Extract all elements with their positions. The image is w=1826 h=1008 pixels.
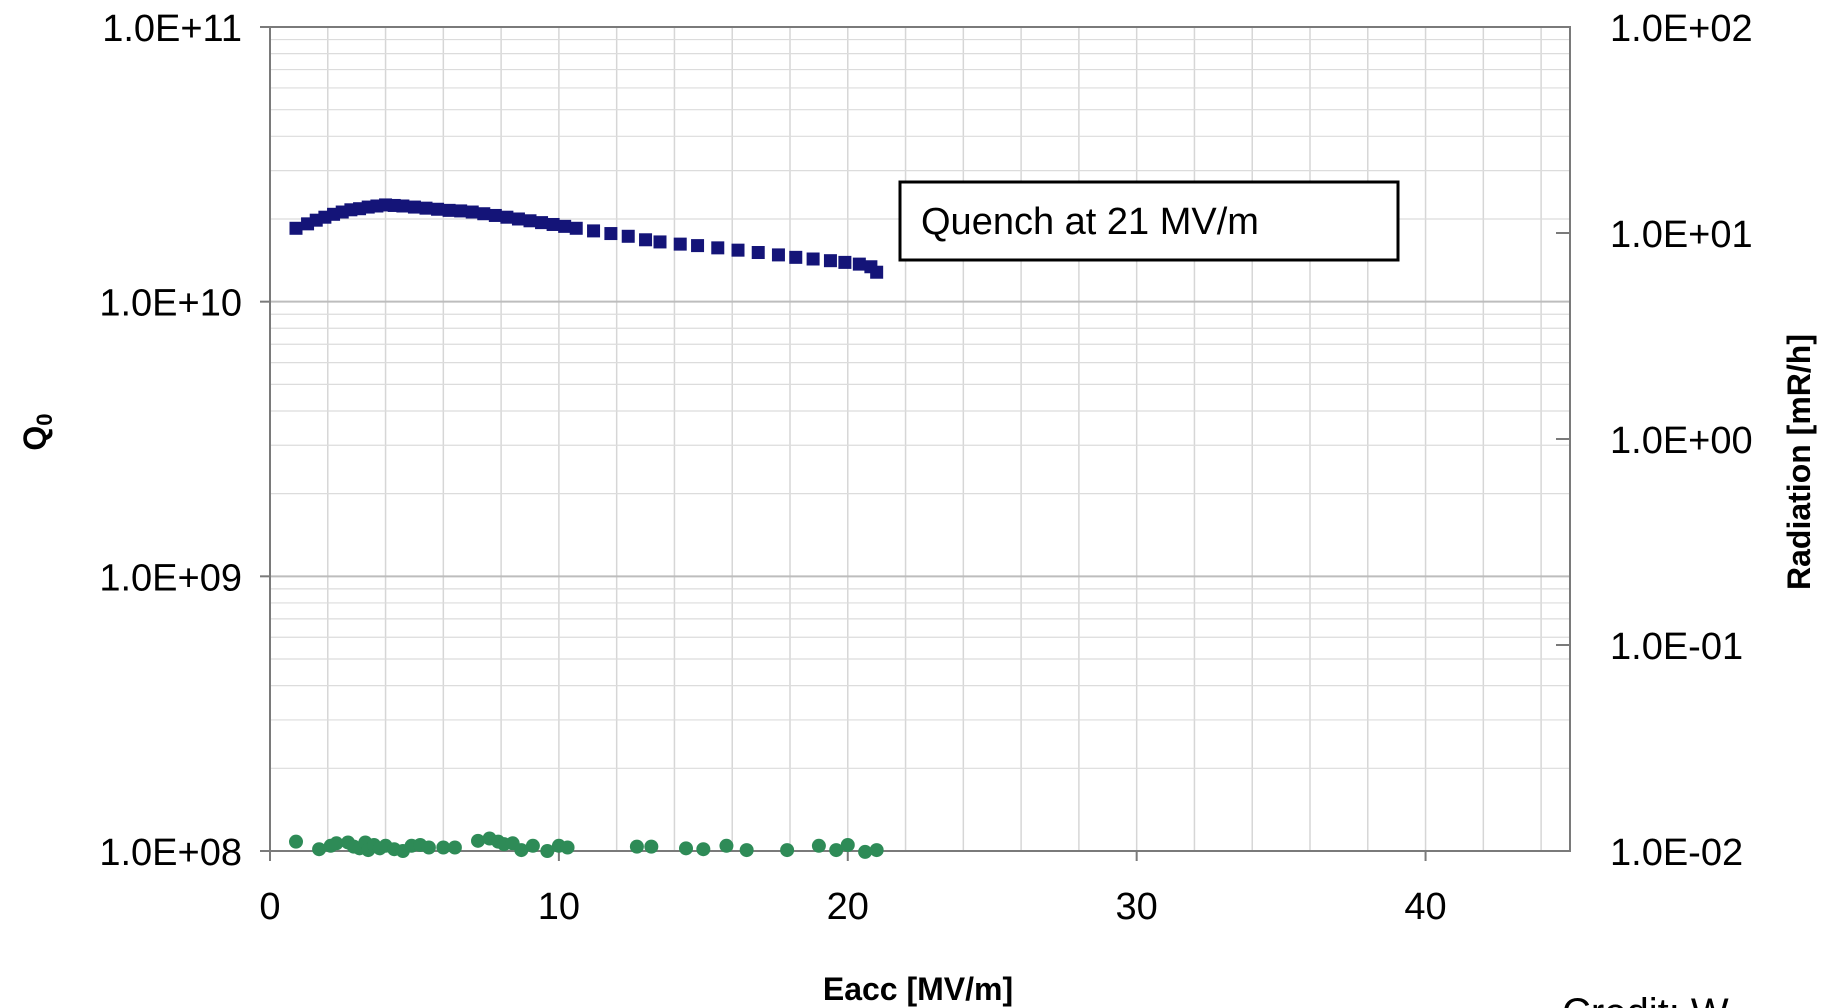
radiation-point <box>471 833 485 848</box>
q0-point <box>789 250 803 264</box>
q0-point <box>621 229 635 243</box>
x-tick-label: 30 <box>1116 886 1158 928</box>
q0-point <box>604 227 618 241</box>
q0-point <box>823 254 837 268</box>
axes <box>260 26 1571 861</box>
radiation-point <box>829 843 844 858</box>
q0-point <box>477 207 491 221</box>
radiation-point <box>858 844 873 859</box>
q0-point <box>500 210 514 224</box>
q0-point <box>639 233 653 247</box>
q0-series <box>289 198 884 279</box>
q0-point <box>535 216 549 230</box>
left-tick-label: 1.0E+10 <box>99 283 242 325</box>
q0-point <box>523 214 537 228</box>
right-axis-title: Radiation [mR/h] <box>1781 334 1817 590</box>
right-tick-label: 1.0E+00 <box>1610 420 1753 462</box>
radiation-point <box>739 843 754 858</box>
left-tick-label: 1.0E+11 <box>102 8 242 50</box>
q0-point <box>558 219 572 233</box>
x-tick-label: 40 <box>1404 886 1446 928</box>
q0-point <box>673 237 687 251</box>
left-tick-label: 1.0E+08 <box>99 832 242 874</box>
q0-point <box>396 199 410 213</box>
radiation-point <box>869 843 884 858</box>
left-axis-title: Q0 <box>17 413 57 450</box>
annotation-text: Quench at 21 MV/m <box>921 201 1259 243</box>
x-axis-title: Eacc [MV/m] <box>823 971 1013 1007</box>
q0-point <box>771 248 785 262</box>
radiation-point <box>312 842 327 857</box>
q0-point <box>653 235 667 249</box>
q0-point <box>407 200 421 214</box>
q0-point <box>546 217 560 231</box>
q0-point <box>806 252 820 266</box>
tick-labels: 0 10 20 30 40 1.0E+08 1.0E+09 1.0E+10 1.0E+11 1.0… <box>99 8 1752 928</box>
annotation-box <box>898 180 1400 262</box>
radiation-point <box>514 843 529 858</box>
right-tick-label: 1.0E+02 <box>1610 8 1753 50</box>
radiation-point <box>811 838 826 853</box>
radiation-point <box>560 840 575 855</box>
right-tick-label: 1.0E+01 <box>1610 214 1753 256</box>
left-axis-title-subscript: 0 <box>32 413 57 425</box>
left-axis-title-main: Q <box>17 426 53 451</box>
q0-point <box>587 224 601 238</box>
radiation-point <box>679 841 693 856</box>
radiation-point <box>329 836 344 851</box>
q0-point <box>488 208 502 222</box>
x-tick-label: 20 <box>827 886 869 928</box>
x-tick-label: 10 <box>538 886 580 928</box>
q0-point <box>289 221 303 235</box>
radiation-point <box>696 842 711 857</box>
radiation-point <box>780 843 795 858</box>
grid <box>270 27 1570 852</box>
right-tick-label: 1.0E-02 <box>1610 832 1743 874</box>
radiation-point <box>447 840 462 855</box>
q0-point <box>454 204 468 218</box>
plot-area-border <box>269 26 1571 852</box>
right-axis-title-text: Radiation [mR/h] <box>1781 334 1817 590</box>
radiation-point <box>719 838 734 853</box>
q0-point <box>419 201 433 215</box>
q0-point <box>431 202 445 216</box>
radiation-point <box>540 844 555 858</box>
x-tick-label: 0 <box>259 886 280 928</box>
svg-text:Q0: Q0 <box>17 413 57 450</box>
series <box>289 198 884 859</box>
q0-point <box>731 243 745 257</box>
q0-point <box>569 221 583 235</box>
radiation-point <box>436 840 451 855</box>
q0-point <box>442 203 456 217</box>
q0-point <box>870 265 884 279</box>
right-tick-label: 1.0E-01 <box>1610 626 1743 668</box>
q0-point <box>852 257 866 271</box>
q0-point <box>511 212 525 226</box>
radiation-point <box>421 840 436 855</box>
radiation-point <box>289 834 303 849</box>
q0-point <box>691 239 705 253</box>
q0-point <box>838 255 852 269</box>
radiation-series <box>289 831 884 859</box>
q0-point <box>751 246 765 260</box>
radiation-point <box>840 837 855 852</box>
q0-point <box>465 205 479 219</box>
q0-point <box>711 241 725 255</box>
left-tick-label: 1.0E+09 <box>99 557 242 599</box>
radiation-point <box>629 839 644 854</box>
radiation-point <box>644 839 659 854</box>
quench-annotation: Quench at 21 MV/m <box>898 180 1400 262</box>
credit-text: Credit: W <box>1562 991 1729 1008</box>
radiation-point <box>525 838 540 853</box>
